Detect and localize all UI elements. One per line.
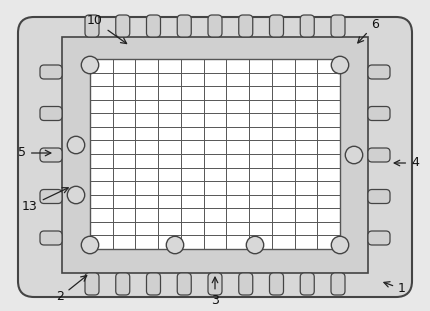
Bar [90, 59, 340, 249]
FancyBboxPatch shape [147, 15, 160, 37]
Circle shape [345, 146, 363, 164]
FancyBboxPatch shape [368, 106, 390, 120]
FancyBboxPatch shape [85, 273, 99, 295]
Text: 3: 3 [211, 277, 219, 308]
Circle shape [331, 236, 349, 254]
FancyBboxPatch shape [147, 273, 160, 295]
Circle shape [81, 236, 99, 254]
FancyBboxPatch shape [40, 231, 62, 245]
Circle shape [67, 136, 85, 154]
FancyBboxPatch shape [208, 15, 222, 37]
Text: 4: 4 [394, 156, 419, 169]
FancyBboxPatch shape [270, 15, 283, 37]
FancyBboxPatch shape [40, 148, 62, 162]
Circle shape [81, 56, 99, 74]
FancyBboxPatch shape [116, 273, 130, 295]
Circle shape [246, 236, 264, 254]
FancyBboxPatch shape [177, 15, 191, 37]
FancyBboxPatch shape [18, 17, 412, 297]
FancyBboxPatch shape [300, 273, 314, 295]
Text: 5: 5 [18, 146, 51, 160]
FancyBboxPatch shape [208, 273, 222, 295]
FancyBboxPatch shape [85, 15, 99, 37]
Bar [62, 37, 368, 273]
FancyBboxPatch shape [368, 65, 390, 79]
FancyBboxPatch shape [331, 273, 345, 295]
FancyBboxPatch shape [331, 15, 345, 37]
Text: 13: 13 [22, 188, 68, 212]
FancyBboxPatch shape [368, 189, 390, 203]
FancyBboxPatch shape [177, 273, 191, 295]
FancyBboxPatch shape [270, 273, 283, 295]
Text: 1: 1 [384, 282, 406, 295]
FancyBboxPatch shape [40, 106, 62, 120]
Text: 10: 10 [87, 15, 126, 44]
FancyBboxPatch shape [368, 148, 390, 162]
Text: 6: 6 [358, 17, 379, 43]
FancyBboxPatch shape [239, 15, 253, 37]
FancyBboxPatch shape [40, 65, 62, 79]
Circle shape [331, 56, 349, 74]
FancyBboxPatch shape [368, 231, 390, 245]
FancyBboxPatch shape [300, 15, 314, 37]
Text: 2: 2 [56, 276, 87, 304]
Circle shape [67, 186, 85, 204]
FancyBboxPatch shape [40, 189, 62, 203]
FancyBboxPatch shape [116, 15, 130, 37]
FancyBboxPatch shape [239, 273, 253, 295]
Circle shape [166, 236, 184, 254]
